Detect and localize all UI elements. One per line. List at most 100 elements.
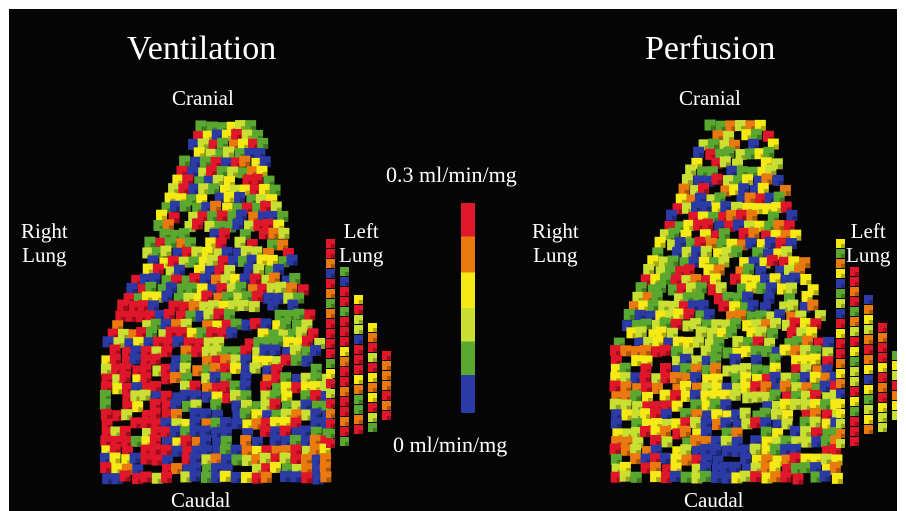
- ventilation-voxel: [210, 399, 222, 411]
- ventilation-voxel: [290, 453, 302, 465]
- perfusion-voxel: [654, 236, 666, 248]
- ventilation-voxel: [224, 264, 236, 276]
- perfusion-voxel: [864, 335, 873, 344]
- perfusion-voxel: [878, 393, 887, 402]
- ventilation-voxel: [160, 444, 172, 456]
- ventilation-voxel: [260, 381, 272, 393]
- ventilation-voxel: [186, 327, 198, 339]
- perfusion-voxel: [695, 326, 707, 338]
- ventilation-voxel: [171, 463, 183, 475]
- perfusion-voxel: [892, 381, 897, 390]
- ventilation-voxel: [310, 363, 322, 375]
- perfusion-voxel: [713, 264, 725, 276]
- perfusion-voxel: [791, 355, 803, 367]
- perfusion-voxel: [836, 339, 845, 348]
- ventilation-voxel: [354, 335, 363, 344]
- perfusion-voxel: [800, 426, 812, 438]
- perfusion-voxel: [649, 461, 661, 473]
- ventilation-voxel: [326, 419, 335, 428]
- perfusion-voxel: [681, 246, 693, 258]
- perfusion-voxel: [641, 391, 653, 403]
- perfusion-voxel: [729, 389, 741, 401]
- perfusion-voxel: [619, 461, 631, 473]
- perfusion-voxel: [820, 399, 832, 411]
- perfusion-voxel: [659, 344, 671, 356]
- perfusion-voxel: [801, 335, 813, 347]
- perfusion-voxel: [634, 309, 646, 321]
- perfusion-voxel: [720, 399, 732, 411]
- perfusion-voxel: [650, 471, 662, 483]
- perfusion-voxel: [742, 392, 754, 404]
- ventilation-voxel: [222, 291, 234, 303]
- perfusion-voxel: [700, 245, 712, 257]
- ventilation-voxel: [368, 413, 377, 422]
- perfusion-voxel: [794, 264, 806, 276]
- perfusion-voxel: [740, 444, 752, 456]
- ventilation-voxel: [354, 325, 363, 334]
- ventilation-voxel: [165, 282, 177, 294]
- perfusion-voxel: [814, 310, 826, 322]
- color-scale-bar: [461, 203, 475, 413]
- perfusion-voxel: [685, 164, 697, 176]
- perfusion-voxel: [693, 146, 705, 158]
- ventilation-voxel: [125, 310, 137, 322]
- ventilation-voxel: [176, 327, 188, 339]
- ventilation-voxel: [189, 470, 201, 482]
- perfusion-voxel: [740, 363, 752, 375]
- ventilation-voxel: [326, 309, 335, 318]
- ventilation-voxel: [109, 344, 121, 356]
- perfusion-voxel: [771, 158, 783, 170]
- ventilation-voxel: [210, 453, 222, 465]
- ventilation-voxel: [271, 373, 283, 385]
- perfusion-voxel: [864, 425, 873, 434]
- perfusion-voxel: [692, 336, 704, 348]
- perfusion-voxel: [829, 461, 841, 473]
- ventilation-right-lung-label: Right Lung: [21, 219, 68, 267]
- perfusion-voxel: [739, 470, 751, 482]
- ventilation-voxel: [160, 426, 172, 438]
- perfusion-voxel: [660, 408, 672, 420]
- perfusion-voxel: [850, 307, 859, 316]
- perfusion-voxel: [640, 408, 652, 420]
- perfusion-voxel: [799, 371, 811, 383]
- perfusion-voxel: [850, 347, 859, 356]
- ventilation-voxel: [340, 347, 349, 356]
- ventilation-voxel: [259, 156, 271, 168]
- perfusion-voxel: [660, 372, 672, 384]
- ventilation-voxel: [319, 461, 331, 473]
- ventilation-voxel: [220, 274, 232, 286]
- perfusion-voxel: [757, 182, 769, 194]
- ventilation-voxel: [129, 353, 141, 365]
- ventilation-voxel: [206, 165, 218, 177]
- perfusion-voxel: [722, 175, 734, 187]
- ventilation-voxel: [180, 345, 192, 357]
- perfusion-voxel: [748, 227, 760, 239]
- perfusion-voxel: [750, 381, 762, 393]
- perfusion-voxel: [645, 310, 657, 322]
- ventilation-voxel: [140, 417, 152, 429]
- ventilation-voxel: [269, 461, 281, 473]
- ventilation-voxel: [368, 353, 377, 362]
- perfusion-voxel: [769, 318, 781, 330]
- ventilation-voxel: [286, 254, 298, 266]
- ventilation-voxel: [300, 435, 312, 447]
- ventilation-voxel: [151, 454, 163, 466]
- perfusion-voxel: [892, 391, 897, 400]
- perfusion-voxel: [660, 471, 672, 483]
- ventilation-voxel: [197, 211, 209, 223]
- ventilation-voxel: [99, 452, 111, 464]
- perfusion-voxel: [750, 417, 762, 429]
- ventilation-voxel: [326, 409, 335, 418]
- ventilation-voxel: [151, 472, 163, 484]
- perfusion-voxel: [829, 389, 841, 401]
- ventilation-voxel: [137, 300, 149, 312]
- ventilation-voxel: [172, 247, 184, 259]
- perfusion-voxel: [610, 471, 622, 483]
- ventilation-voxel: [162, 219, 174, 231]
- ventilation-voxel: [354, 425, 363, 434]
- perfusion-voxel: [741, 418, 753, 430]
- ventilation-voxel: [140, 372, 152, 384]
- perfusion-voxel: [673, 308, 685, 320]
- ventilation-voxel: [340, 377, 349, 386]
- perfusion-voxel: [801, 436, 813, 448]
